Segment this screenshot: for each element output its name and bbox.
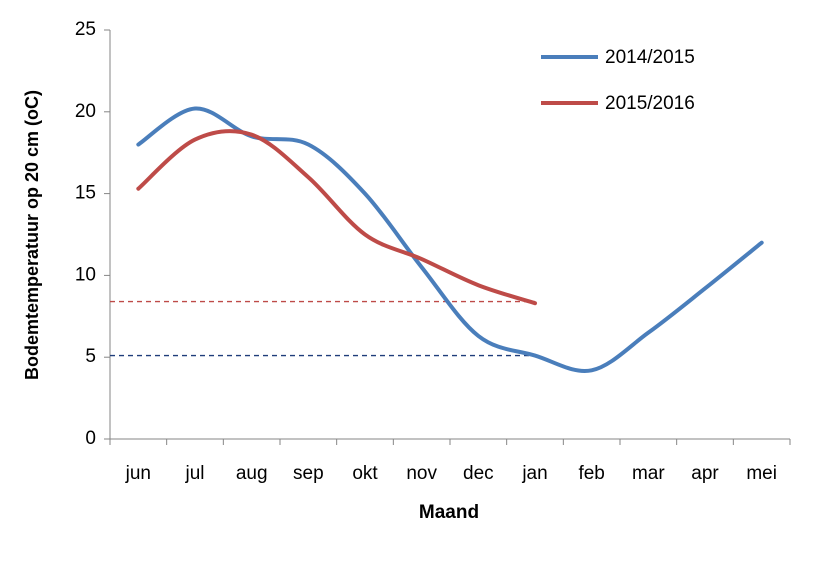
x-tick-label: apr <box>691 463 719 484</box>
y-tick-label: 25 <box>75 19 96 40</box>
y-tick-label: 15 <box>75 183 96 204</box>
x-tick-label: mei <box>746 463 777 484</box>
x-axis-title: Maand <box>419 502 479 523</box>
x-tick-label: jan <box>521 463 547 484</box>
x-tick-label: okt <box>352 463 378 484</box>
x-tick-label: feb <box>578 463 604 484</box>
x-tick-label: mar <box>632 463 665 484</box>
line-series <box>136 106 764 373</box>
y-tick-label: 20 <box>75 101 96 122</box>
legend-label: 2015/2016 <box>605 93 695 114</box>
y-tick-label: 10 <box>75 264 96 285</box>
x-tick-label: nov <box>406 463 437 484</box>
y-tick-label: 5 <box>85 346 96 367</box>
y-axis-title: Bodemtemperatuur op 20 cm (oC) <box>22 90 42 380</box>
line-series <box>136 129 537 306</box>
x-tick-label: jun <box>125 463 151 484</box>
x-tick-label: aug <box>236 463 268 484</box>
legend-label: 2014/2015 <box>605 47 695 68</box>
x-tick-label: jul <box>184 463 204 484</box>
x-tick-label: dec <box>463 463 494 484</box>
y-tick-label: 0 <box>85 428 96 449</box>
x-tick-label: sep <box>293 463 324 484</box>
